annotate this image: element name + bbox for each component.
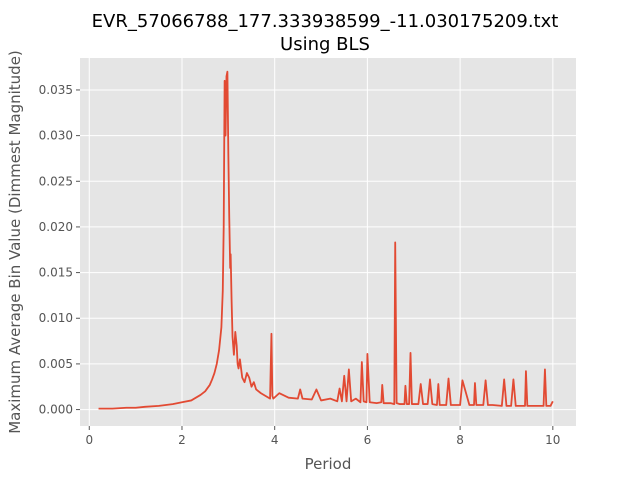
- x-tick-label: 6: [364, 433, 372, 447]
- y-tick-label: 0.020: [39, 220, 73, 234]
- x-tick-label: 0: [85, 433, 93, 447]
- y-ticks: 0.000 0.005 0.010 0.015 0.020 0.025 0.030 0.035: [39, 83, 80, 417]
- series-line: [98, 70, 554, 410]
- chart-title-line1: EVR_57066788_177.333938599_-11.030175209…: [92, 11, 559, 32]
- y-tick-label: 0.030: [39, 129, 73, 143]
- y-tick-label: 0.005: [39, 357, 73, 371]
- series-group: [98, 70, 554, 410]
- x-tick-label: 2: [178, 433, 186, 447]
- y-tick-label: 0.025: [39, 174, 73, 188]
- x-axis-label: Period: [305, 455, 352, 473]
- chart-title-line2: Using BLS: [280, 34, 370, 55]
- grid-lines: [80, 58, 576, 426]
- plot-area: [80, 58, 576, 426]
- y-tick-label: 0.035: [39, 83, 73, 97]
- x-tick-label: 4: [271, 433, 279, 447]
- y-tick-label: 0.000: [39, 403, 73, 417]
- y-tick-label: 0.015: [39, 266, 73, 280]
- y-axis-label: Maximum Average Bin Value (Dimmest Magni…: [6, 50, 24, 434]
- x-tick-label: 8: [456, 433, 464, 447]
- x-ticks: 0 2 4 6 8 10: [85, 426, 560, 447]
- y-tick-label: 0.010: [39, 311, 73, 325]
- x-tick-label: 10: [545, 433, 560, 447]
